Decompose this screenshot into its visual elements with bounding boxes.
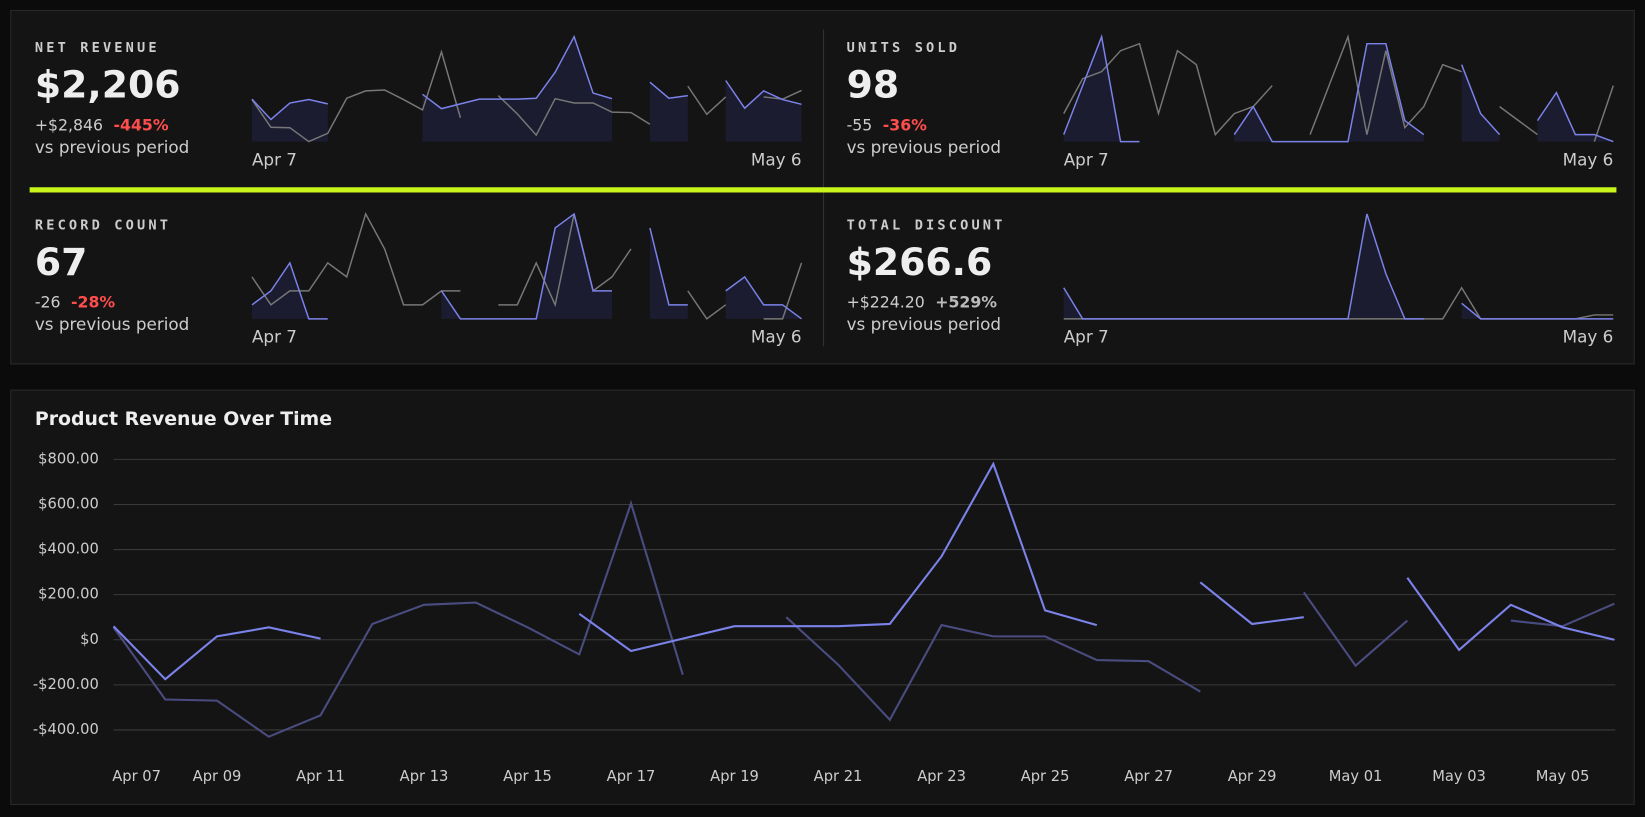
y-tick-label: $200.00 bbox=[38, 586, 99, 603]
kpi-delta-pct: -36% bbox=[883, 115, 927, 134]
spark-area bbox=[1234, 43, 1424, 142]
kpi-delta-pct: -28% bbox=[71, 293, 115, 312]
spark-start-label: Apr 7 bbox=[252, 149, 297, 169]
series-line bbox=[1302, 591, 1409, 668]
y-tick-label: $600.00 bbox=[38, 495, 99, 512]
spark-line-previous bbox=[687, 290, 727, 320]
spark-area bbox=[251, 99, 328, 142]
x-tick-label: Apr 13 bbox=[400, 768, 449, 785]
x-tick-label: Apr 17 bbox=[607, 768, 656, 785]
spark-area bbox=[725, 276, 802, 319]
y-tick-label: -$200.00 bbox=[33, 676, 99, 693]
spark-line-previous bbox=[1063, 42, 1273, 137]
spark-start-label: Apr 7 bbox=[252, 327, 297, 347]
x-tick-label: May 03 bbox=[1432, 768, 1486, 785]
kpi-title: NET REVENUE bbox=[35, 40, 160, 56]
spark-line-current bbox=[1063, 213, 1424, 320]
series-line bbox=[578, 461, 1098, 653]
kpi-delta-pct: +529% bbox=[935, 293, 997, 312]
x-tick-label: Apr 11 bbox=[296, 768, 345, 785]
kpi-delta: -26 bbox=[35, 293, 61, 312]
spark-line-previous bbox=[498, 213, 632, 308]
spark-line-previous bbox=[497, 95, 651, 137]
kpi-note: vs previous period bbox=[35, 137, 189, 157]
chart-title: Product Revenue Over Time bbox=[35, 408, 332, 430]
kpi-title: TOTAL DISCOUNT bbox=[847, 217, 1006, 233]
spark-start-label: Apr 7 bbox=[1064, 327, 1109, 347]
spark-end-label: May 6 bbox=[751, 327, 802, 347]
x-tick-label: May 01 bbox=[1329, 768, 1383, 785]
spark-line-previous bbox=[687, 85, 727, 116]
spark-area bbox=[1063, 213, 1424, 319]
kpi-title: UNITS SOLD bbox=[847, 40, 961, 56]
kpi-value: 98 bbox=[847, 63, 900, 107]
x-tick-label: Apr 09 bbox=[193, 768, 242, 785]
spark-line-current bbox=[1063, 34, 1140, 143]
kpi-value: 67 bbox=[35, 240, 88, 284]
x-tick-label: Apr 23 bbox=[917, 768, 966, 785]
spark-area bbox=[1063, 36, 1140, 142]
spark-line-previous bbox=[251, 212, 461, 306]
x-tick-label: Apr 21 bbox=[814, 768, 863, 785]
kpi-title: RECORD COUNT bbox=[35, 217, 171, 233]
spark-end-label: May 6 bbox=[1563, 327, 1614, 347]
spark-area bbox=[1461, 303, 1614, 319]
spark-line-current bbox=[251, 261, 328, 320]
spark-line-current bbox=[1233, 42, 1425, 143]
x-tick-label: Apr 15 bbox=[503, 768, 552, 785]
x-tick-label: Apr 07 bbox=[112, 768, 161, 785]
x-tick-label: Apr 29 bbox=[1228, 768, 1277, 785]
spark-area bbox=[725, 80, 802, 142]
chart-panel bbox=[10, 389, 1635, 805]
spark-line-previous bbox=[1499, 106, 1538, 136]
spark-line-previous bbox=[763, 262, 803, 320]
spark-line-current bbox=[725, 80, 802, 110]
spark-start-label: Apr 7 bbox=[1064, 149, 1109, 169]
series-line bbox=[1199, 581, 1304, 626]
kpi-note: vs previous period bbox=[847, 314, 1001, 334]
spark-line-current bbox=[422, 34, 613, 110]
x-tick-label: Apr 25 bbox=[1021, 768, 1070, 785]
spark-line-current bbox=[1536, 91, 1614, 143]
spark-area bbox=[1537, 92, 1614, 142]
spark-line-current bbox=[649, 227, 688, 306]
kpi-delta: -55 bbox=[847, 115, 873, 134]
spark-area bbox=[422, 36, 613, 142]
series-line bbox=[1406, 577, 1615, 652]
x-tick-label: Apr 19 bbox=[710, 768, 759, 785]
y-tick-label: $0 bbox=[80, 631, 99, 648]
spark-line-current bbox=[725, 275, 802, 320]
series-line bbox=[112, 625, 321, 681]
spark-area bbox=[1461, 64, 1500, 142]
spark-line-previous bbox=[1309, 34, 1462, 135]
kpi-value: $266.6 bbox=[847, 240, 993, 284]
kpi-note: vs previous period bbox=[847, 137, 1001, 157]
series-line bbox=[112, 499, 684, 738]
spark-end-label: May 6 bbox=[751, 149, 802, 169]
spark-line-current bbox=[440, 212, 613, 320]
y-tick-label: $400.00 bbox=[38, 541, 99, 558]
x-tick-label: Apr 27 bbox=[1124, 768, 1173, 785]
series-line bbox=[785, 616, 1201, 722]
spark-line-current bbox=[251, 98, 328, 121]
spark-line-current bbox=[1460, 64, 1501, 136]
kpi-note: vs previous period bbox=[35, 314, 189, 334]
spark-line-previous bbox=[1593, 85, 1614, 142]
spark-line-previous bbox=[251, 49, 462, 143]
spark-area bbox=[649, 227, 688, 319]
spark-line-current bbox=[649, 81, 688, 100]
y-tick-label: $800.00 bbox=[38, 450, 99, 467]
spark-line-current bbox=[1461, 302, 1614, 320]
kpi-value: $2,206 bbox=[35, 63, 181, 107]
spark-end-label: May 6 bbox=[1563, 149, 1614, 169]
kpi-delta: +$224.20 bbox=[847, 293, 925, 312]
x-tick-label: May 05 bbox=[1536, 768, 1590, 785]
y-tick-label: -$400.00 bbox=[33, 721, 99, 738]
kpi-delta: +$2,846 bbox=[35, 115, 103, 134]
kpi-delta-pct: -445% bbox=[114, 115, 169, 134]
